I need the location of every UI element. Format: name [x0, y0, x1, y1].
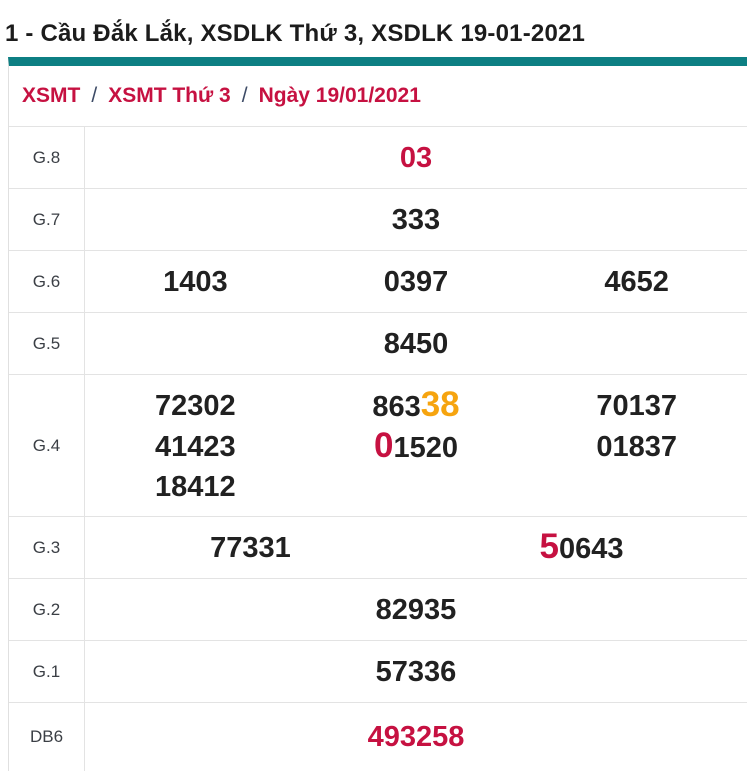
- prize-values: 72302 86338 70137 41423 01520 01837 18412: [85, 375, 747, 516]
- prize-values: 333: [85, 189, 747, 250]
- digit-segment: 70137: [596, 389, 677, 422]
- digit-segment: 1520: [393, 431, 458, 464]
- prize-number: 03: [85, 142, 747, 174]
- prize-values: 03: [85, 127, 747, 188]
- digit-segment: 18412: [155, 470, 236, 503]
- digit-segment: 0: [374, 425, 394, 465]
- prize-number: 41423: [85, 431, 306, 463]
- prize-label: G.6: [9, 251, 85, 312]
- prize-number: 01837: [526, 431, 747, 463]
- prize-label: G.3: [9, 517, 85, 578]
- digit-segment: 03: [399, 141, 433, 174]
- prize-row: G.4 72302 86338 70137 41423 01520 01837 18412: [9, 375, 747, 517]
- prize-number: 77331: [85, 532, 416, 564]
- prize-number: 57336: [85, 656, 747, 688]
- prize-label: DB6: [9, 703, 85, 771]
- prize-number: 01520: [306, 428, 527, 464]
- breadcrumb-separator: /: [91, 84, 98, 107]
- digit-segment: 38: [420, 384, 460, 424]
- prize-values: 493258: [85, 703, 747, 771]
- digit-segment: 0397: [383, 265, 449, 298]
- digit-segment: 82935: [375, 593, 457, 626]
- digit-segment: 0643: [558, 532, 624, 565]
- prize-values: 1403 0397 4652: [85, 251, 747, 312]
- prize-row: G.5 8450: [9, 313, 747, 375]
- prize-number: 4652: [526, 266, 747, 298]
- prize-row: G.7 333: [9, 189, 747, 251]
- page-title: 1 - Cầu Đắk Lắk, XSDLK Thứ 3, XSDLK 19-0…: [5, 20, 586, 47]
- digit-segment: 01837: [596, 430, 677, 463]
- prize-values: 82935: [85, 579, 747, 640]
- prize-label: G.8: [9, 127, 85, 188]
- prize-number: 8450: [85, 328, 747, 360]
- prize-label: G.7: [9, 189, 85, 250]
- digit-segment: 1403: [163, 265, 228, 298]
- prize-row: G.6 1403 0397 4652: [9, 251, 747, 313]
- results-table-body: G.8 03 G.7 333 G.6 1403 0397 4652 G.5 8450 G.4 7230…: [9, 127, 747, 771]
- prize-number: 1403: [85, 266, 306, 298]
- prize-row: G.3 77331 50643: [9, 517, 747, 579]
- prize-values: 77331 50643: [85, 517, 747, 578]
- prize-number: 86338: [306, 387, 527, 423]
- prize-number: 333: [85, 204, 747, 236]
- breadcrumb-link-xsmt[interactable]: XSMT: [22, 84, 81, 107]
- prize-number: 0397: [306, 266, 527, 298]
- prize-values: 8450: [85, 313, 747, 374]
- prize-row: G.8 03: [9, 127, 747, 189]
- prize-number: 493258: [85, 721, 747, 753]
- prize-row: DB6 493258: [9, 703, 747, 771]
- digit-segment: 41423: [155, 430, 236, 463]
- prize-number: 82935: [85, 594, 747, 626]
- digit-segment: 4652: [604, 265, 669, 298]
- prize-values: 57336: [85, 641, 747, 702]
- breadcrumb-link-xsmt-thu-3[interactable]: XSMT Thứ 3: [108, 84, 231, 107]
- breadcrumb-separator: /: [241, 84, 248, 107]
- prize-number: 72302: [85, 390, 306, 422]
- prize-number: 18412: [85, 471, 306, 503]
- results-card: XSMT / XSMT Thứ 3 / Ngày 19/01/2021 G.8 0…: [8, 57, 747, 771]
- digit-segment: 863: [372, 390, 421, 423]
- prize-row: G.1 57336: [9, 641, 747, 703]
- digit-segment: 333: [391, 203, 441, 236]
- digit-segment: 493258: [367, 721, 465, 753]
- prize-label: G.2: [9, 579, 85, 640]
- prize-label: G.1: [9, 641, 85, 702]
- breadcrumb-link-date[interactable]: Ngày 19/01/2021: [258, 84, 421, 107]
- digit-segment: 77331: [210, 531, 291, 564]
- prize-label: G.5: [9, 313, 85, 374]
- digit-segment: 5: [539, 526, 559, 566]
- prize-number: 50643: [416, 529, 747, 565]
- prize-label: G.4: [9, 375, 85, 516]
- prize-row: G.2 82935: [9, 579, 747, 641]
- digit-segment: 72302: [155, 389, 236, 422]
- breadcrumb: XSMT / XSMT Thứ 3 / Ngày 19/01/2021: [9, 66, 747, 127]
- digit-segment: 57336: [375, 655, 457, 688]
- prize-number: 70137: [526, 390, 747, 422]
- digit-segment: 8450: [383, 327, 449, 360]
